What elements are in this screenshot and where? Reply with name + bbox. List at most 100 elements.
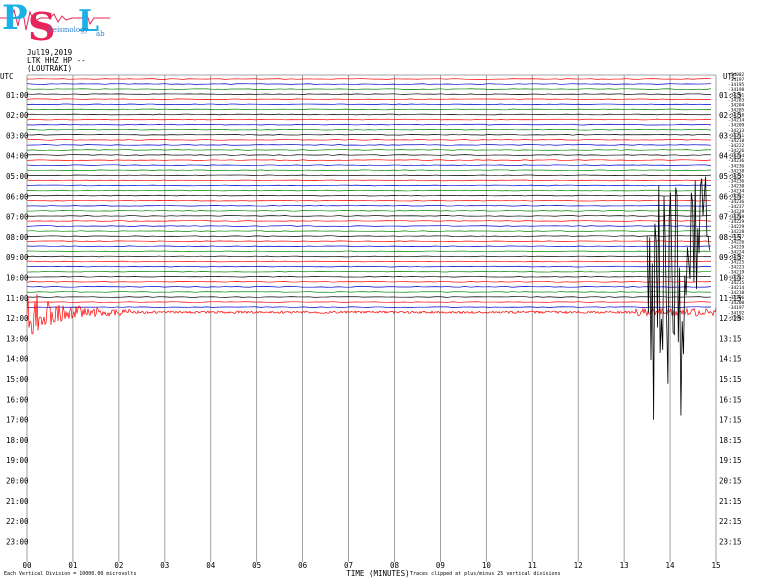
trace-row-23 bbox=[26, 189, 712, 192]
active-trace bbox=[26, 293, 717, 335]
left-hour-label: 19:00 bbox=[6, 456, 29, 465]
trace-count-label: -34235 bbox=[728, 173, 745, 179]
x-tick-label: 04 bbox=[206, 561, 216, 570]
trace-count-label: -34238 bbox=[728, 214, 745, 220]
trace-count-label: -34200 bbox=[728, 300, 745, 306]
trace-row-4 bbox=[26, 93, 712, 95]
trace-count-label: -34234 bbox=[728, 189, 745, 195]
right-hour-label: 14:15 bbox=[719, 355, 742, 364]
right-hour-label: 10:15 bbox=[719, 274, 742, 283]
trace-row-42 bbox=[26, 286, 712, 288]
trace-row-46 bbox=[26, 306, 712, 308]
left-hour-label: 08:00 bbox=[6, 233, 29, 242]
right-hour-label: 22:15 bbox=[719, 517, 742, 526]
right-hour-label: 16:15 bbox=[719, 395, 742, 404]
x-tick-label: 05 bbox=[252, 561, 261, 570]
trace-count-label: -34236 bbox=[728, 158, 745, 164]
trace-row-29 bbox=[26, 220, 712, 222]
x-tick-label: 07 bbox=[344, 561, 353, 570]
right-hour-label: 13:15 bbox=[719, 334, 742, 343]
left-hour-label: 02:00 bbox=[6, 111, 29, 120]
trace-row-41 bbox=[26, 281, 712, 283]
trace-row-16 bbox=[26, 154, 712, 156]
x-axis-title: TIME (MINUTES) bbox=[346, 569, 409, 578]
event-waveform bbox=[646, 176, 710, 420]
right-hour-label: 05:15 bbox=[719, 172, 742, 181]
trace-row-39 bbox=[26, 270, 712, 273]
trace-count-label: -34201 bbox=[728, 92, 745, 98]
right-hour-label: 23:15 bbox=[719, 537, 742, 546]
trace-count-label: -34192 bbox=[728, 310, 745, 316]
left-hour-label: 09:00 bbox=[6, 253, 29, 262]
trace-row-22 bbox=[26, 184, 712, 187]
trace-count-label: -34082 bbox=[728, 72, 745, 78]
trace-count-label: -34213 bbox=[728, 128, 745, 134]
left-hour-label: 16:00 bbox=[6, 395, 29, 404]
trace-row-2 bbox=[26, 83, 712, 85]
trace-count-label: -34229 bbox=[728, 219, 745, 225]
right-hour-label: 12:15 bbox=[719, 314, 742, 323]
trace-count-label: -33981 bbox=[728, 315, 745, 321]
trace-row-30 bbox=[26, 225, 712, 227]
right-hour-label: 18:15 bbox=[719, 436, 742, 445]
trace-row-27 bbox=[26, 210, 712, 212]
trace-count-label: -34197 bbox=[728, 305, 745, 311]
trace-row-5 bbox=[26, 98, 712, 101]
trace-row-21 bbox=[26, 179, 712, 182]
right-hour-label: 02:15 bbox=[719, 111, 742, 120]
x-tick-label: 09 bbox=[436, 561, 445, 570]
left-hour-label: 01:00 bbox=[6, 91, 29, 100]
left-hour-label: 12:00 bbox=[6, 314, 29, 323]
trace-row-33 bbox=[26, 240, 712, 242]
trace-rows bbox=[26, 78, 712, 308]
right-hour-label: 08:15 bbox=[719, 233, 742, 242]
trace-count-label: -34234 bbox=[728, 153, 745, 159]
right-utc-label: UTC bbox=[723, 72, 737, 81]
trace-count-label: -34239 bbox=[728, 209, 745, 215]
logo-subtitle: Seismology bbox=[48, 26, 89, 34]
right-hour-label: 19:15 bbox=[719, 456, 742, 465]
trace-count-label: -34222 bbox=[728, 255, 745, 261]
trace-count-label: -34210 bbox=[728, 113, 745, 119]
trace-row-19 bbox=[26, 169, 712, 171]
trace-count-label: -34229 bbox=[728, 244, 745, 250]
trace-row-38 bbox=[26, 265, 712, 268]
trace-row-18 bbox=[26, 164, 712, 166]
trace-row-44 bbox=[26, 296, 712, 298]
trace-count-label: -34236 bbox=[728, 178, 745, 184]
logo-letter-l: L bbox=[78, 4, 100, 39]
x-tick-label: 12 bbox=[574, 561, 583, 570]
trace-count-label: -34223 bbox=[728, 265, 745, 271]
x-tick-label: 14 bbox=[666, 561, 676, 570]
station-code: LTK HHZ HP -- bbox=[27, 56, 86, 65]
right-hour-label: 04:15 bbox=[719, 152, 742, 161]
left-hour-label: 23:00 bbox=[6, 537, 29, 546]
trace-row-24 bbox=[26, 194, 712, 197]
trace-count-label: -34238 bbox=[728, 168, 745, 174]
trace-count-label: -34198 bbox=[728, 87, 745, 93]
trace-count-label: -34226 bbox=[728, 239, 745, 245]
right-hour-label: 06:15 bbox=[719, 192, 742, 201]
trace-row-37 bbox=[26, 260, 712, 263]
trace-row-28 bbox=[26, 215, 712, 217]
trace-row-31 bbox=[26, 230, 712, 232]
x-tick-label: 15 bbox=[711, 561, 720, 570]
left-hour-label: 22:00 bbox=[6, 517, 29, 526]
right-hour-label: 15:15 bbox=[719, 375, 742, 384]
trace-count-label: -34230 bbox=[728, 184, 745, 190]
trace-count-label: -34218 bbox=[728, 290, 745, 296]
right-hour-label: 09:15 bbox=[719, 253, 742, 262]
trace-row-6 bbox=[26, 103, 712, 106]
scale-note: Each Vertical Division = 10000.00 microv… bbox=[4, 571, 137, 577]
trace-row-11 bbox=[26, 128, 712, 131]
x-tick-label: 10 bbox=[482, 561, 492, 570]
trace-count-label: -34225 bbox=[728, 260, 745, 266]
right-hour-label: 01:15 bbox=[719, 91, 742, 100]
trace-row-32 bbox=[26, 235, 712, 237]
right-hour-label: 07:15 bbox=[719, 213, 742, 222]
trace-count-label: -34204 bbox=[728, 102, 745, 108]
trace-row-13 bbox=[26, 139, 712, 141]
trace-count-label: -34224 bbox=[728, 249, 745, 255]
trace-row-14 bbox=[26, 144, 712, 146]
x-tick-label: 08 bbox=[390, 561, 400, 570]
